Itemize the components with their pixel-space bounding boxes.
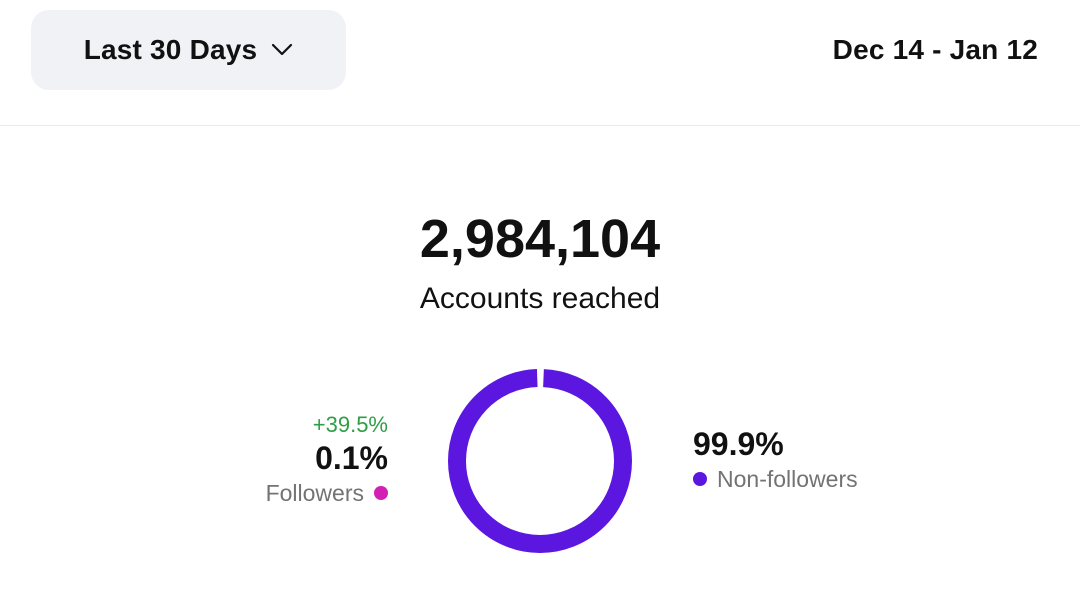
divider — [0, 125, 1080, 126]
followers-legend: Followers — [266, 478, 388, 508]
followers-legend-label: Followers — [265, 480, 364, 506]
followers-percent: 0.1% — [315, 440, 388, 476]
non-followers-percent: 99.9% — [693, 426, 784, 462]
donut-slice-non-followers — [448, 369, 632, 553]
non-followers-legend-label: Non-followers — [717, 466, 858, 492]
non-followers-legend-dot — [693, 472, 707, 486]
reach-donut-chart — [448, 369, 632, 553]
non-followers-legend: Non-followers — [693, 464, 858, 494]
non-followers-stat: 99.9% Non-followers — [693, 424, 858, 494]
followers-change: +39.5% — [312, 412, 388, 437]
chevron-down-icon — [272, 43, 293, 56]
date-range-dropdown[interactable]: Last 30 Days — [31, 10, 346, 90]
followers-stat: +39.5% 0.1% Followers — [266, 412, 388, 508]
date-range-dropdown-label: Last 30 Days — [83, 34, 258, 65]
followers-legend-dot — [374, 486, 388, 500]
accounts-reached-label: Accounts reached — [419, 282, 661, 315]
date-range-text: Dec 14 - Jan 12 — [832, 34, 1038, 65]
accounts-reached-count: 2,984,104 — [419, 209, 661, 269]
